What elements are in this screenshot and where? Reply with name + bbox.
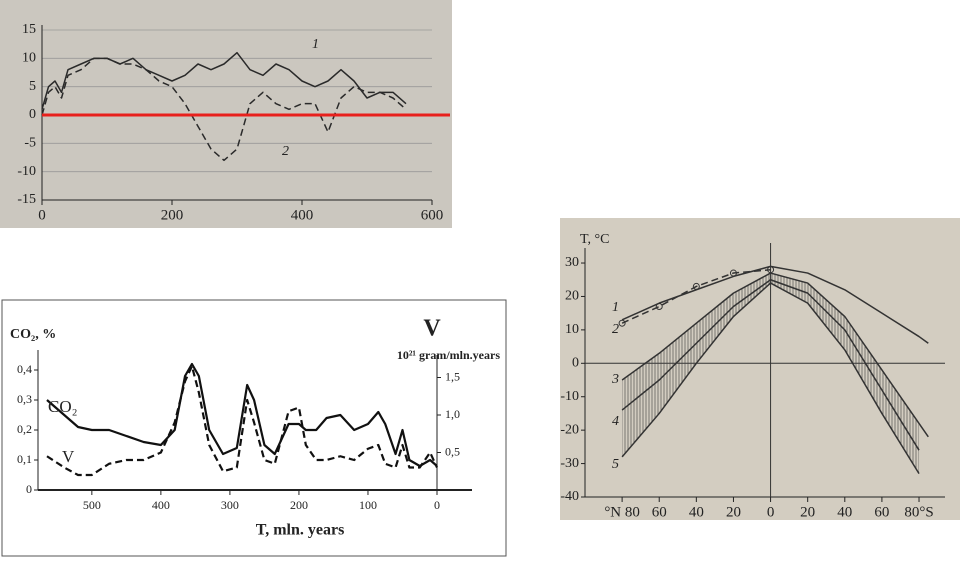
x-tick-label: 60 (874, 504, 889, 520)
x-tick-label: 100 (359, 498, 377, 512)
x-tick-label: 0 (38, 207, 46, 223)
y-axis-label: T, °C (580, 232, 609, 247)
y-tick-label: 30 (565, 255, 579, 270)
x-tick-label: 300 (221, 498, 239, 512)
y-tick-label: -10 (17, 164, 36, 179)
panel-background (560, 218, 960, 520)
series-line (46, 365, 438, 477)
y2-tick-label: 1,0 (445, 407, 460, 421)
x-tick-label: 200 (290, 498, 308, 512)
series-label: 1 (312, 37, 319, 52)
x-tick-label: 500 (83, 498, 101, 512)
series-label: 2 (282, 144, 289, 159)
series-label: V (62, 447, 75, 466)
y-tick-label: -10 (560, 389, 579, 404)
x-tick-label: 200 (161, 207, 184, 223)
y-tick-label: 0,2 (17, 422, 32, 436)
y-tick-label: -40 (560, 489, 579, 504)
x-tick-label: 40 (837, 504, 852, 520)
y-tick-label: -20 (560, 422, 579, 437)
y-tick-label: 0,1 (17, 452, 32, 466)
series-label: 4 (612, 414, 619, 429)
series-label: 1 (612, 300, 619, 315)
y-tick-label: 20 (565, 289, 579, 304)
series-line (621, 268, 771, 324)
series-line (621, 278, 920, 451)
y-tick-label: 5 (29, 79, 36, 94)
y2-axis-unit: 10²¹ gram/mln.years (397, 348, 501, 362)
x-tick-label: 80°S (904, 504, 933, 520)
point (655, 302, 663, 310)
y-tick-label: 15 (22, 22, 36, 37)
y2-tick-label: 0,5 (445, 444, 460, 458)
point (618, 319, 626, 327)
x-tick-label: 600 (421, 207, 444, 223)
series-line (41, 57, 407, 162)
x-axis-label: T, mln. years (256, 522, 345, 539)
y-tick-label: -5 (24, 136, 36, 151)
y-tick-label: -30 (560, 456, 579, 471)
x-tick-label: 60 (652, 504, 667, 520)
series-line (621, 272, 929, 438)
y-tick-label: 0,4 (17, 362, 32, 376)
x-tick-label: °N 80 (604, 504, 640, 520)
series-label: 5 (612, 457, 619, 472)
x-tick-label: 20 (726, 504, 741, 520)
series-line (621, 282, 920, 474)
x-tick-label: 0 (434, 498, 440, 512)
y-tick-label: 0,3 (17, 392, 32, 406)
y-tick-label: 10 (565, 322, 579, 337)
series-label: 3 (611, 372, 619, 387)
y2-axis-label: V (423, 316, 441, 342)
series-line (41, 51, 407, 110)
y-tick-label: 0 (29, 107, 36, 122)
y-tick-label: -15 (17, 192, 36, 207)
x-tick-label: 20 (800, 504, 815, 520)
point (692, 282, 700, 290)
x-tick-label: 400 (152, 498, 170, 512)
x-tick-label: 0 (767, 504, 775, 520)
series-label: 2 (612, 322, 619, 337)
y2-tick-label: 1,5 (445, 369, 460, 383)
y-tick-label: 0 (26, 482, 32, 496)
x-tick-label: 40 (689, 504, 704, 520)
series-label: CO₂ (48, 397, 78, 416)
series-line (46, 362, 438, 468)
y-tick-label: 10 (22, 51, 36, 66)
y-axis-label: CO₂, % (10, 327, 56, 342)
x-tick-label: 400 (291, 207, 314, 223)
y-tick-label: 0 (572, 356, 579, 371)
